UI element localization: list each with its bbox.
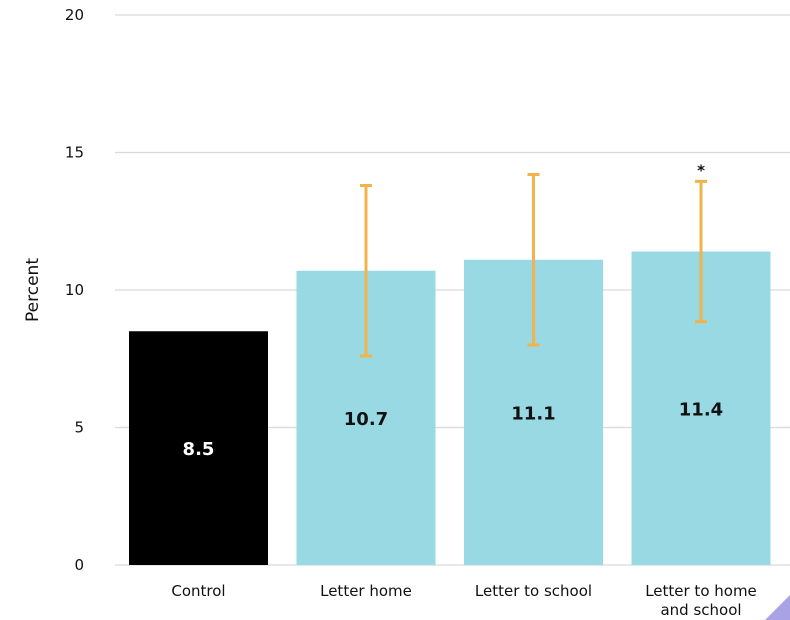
- error-bar: [360, 184, 372, 358]
- y-tick-label: 0: [74, 556, 84, 574]
- value-label: 11.1: [511, 403, 555, 424]
- corner-accent: [765, 595, 790, 620]
- value-label: 11.4: [679, 399, 723, 420]
- x-axis-categories: Control Letter home Letter to school Letter…: [171, 582, 756, 619]
- value-labels: 8.5 10.7 11.1 11.4: [183, 399, 724, 460]
- y-tick-label: 20: [65, 6, 84, 24]
- y-tick-label: 10: [65, 281, 84, 299]
- significance-star: *: [697, 161, 705, 179]
- x-category-label: and school: [660, 601, 741, 619]
- x-category-label: Control: [171, 582, 225, 600]
- error-bar: [695, 179, 707, 324]
- y-axis-ticks: 0 5 10 15 20: [65, 6, 84, 574]
- value-label: 8.5: [183, 439, 215, 460]
- y-tick-label: 15: [65, 144, 84, 162]
- value-label: 10.7: [344, 409, 388, 430]
- bar: [129, 331, 268, 565]
- error-bars: [360, 173, 707, 358]
- bars: [129, 251, 771, 565]
- y-tick-label: 5: [74, 419, 84, 437]
- y-axis-label: Percent: [23, 258, 43, 322]
- x-category-label: Letter home: [320, 582, 412, 600]
- significance-markers: *: [697, 161, 705, 179]
- error-bar: [527, 173, 540, 347]
- x-category-label: Letter to school: [475, 582, 592, 600]
- x-category-label: Letter to home: [645, 582, 757, 600]
